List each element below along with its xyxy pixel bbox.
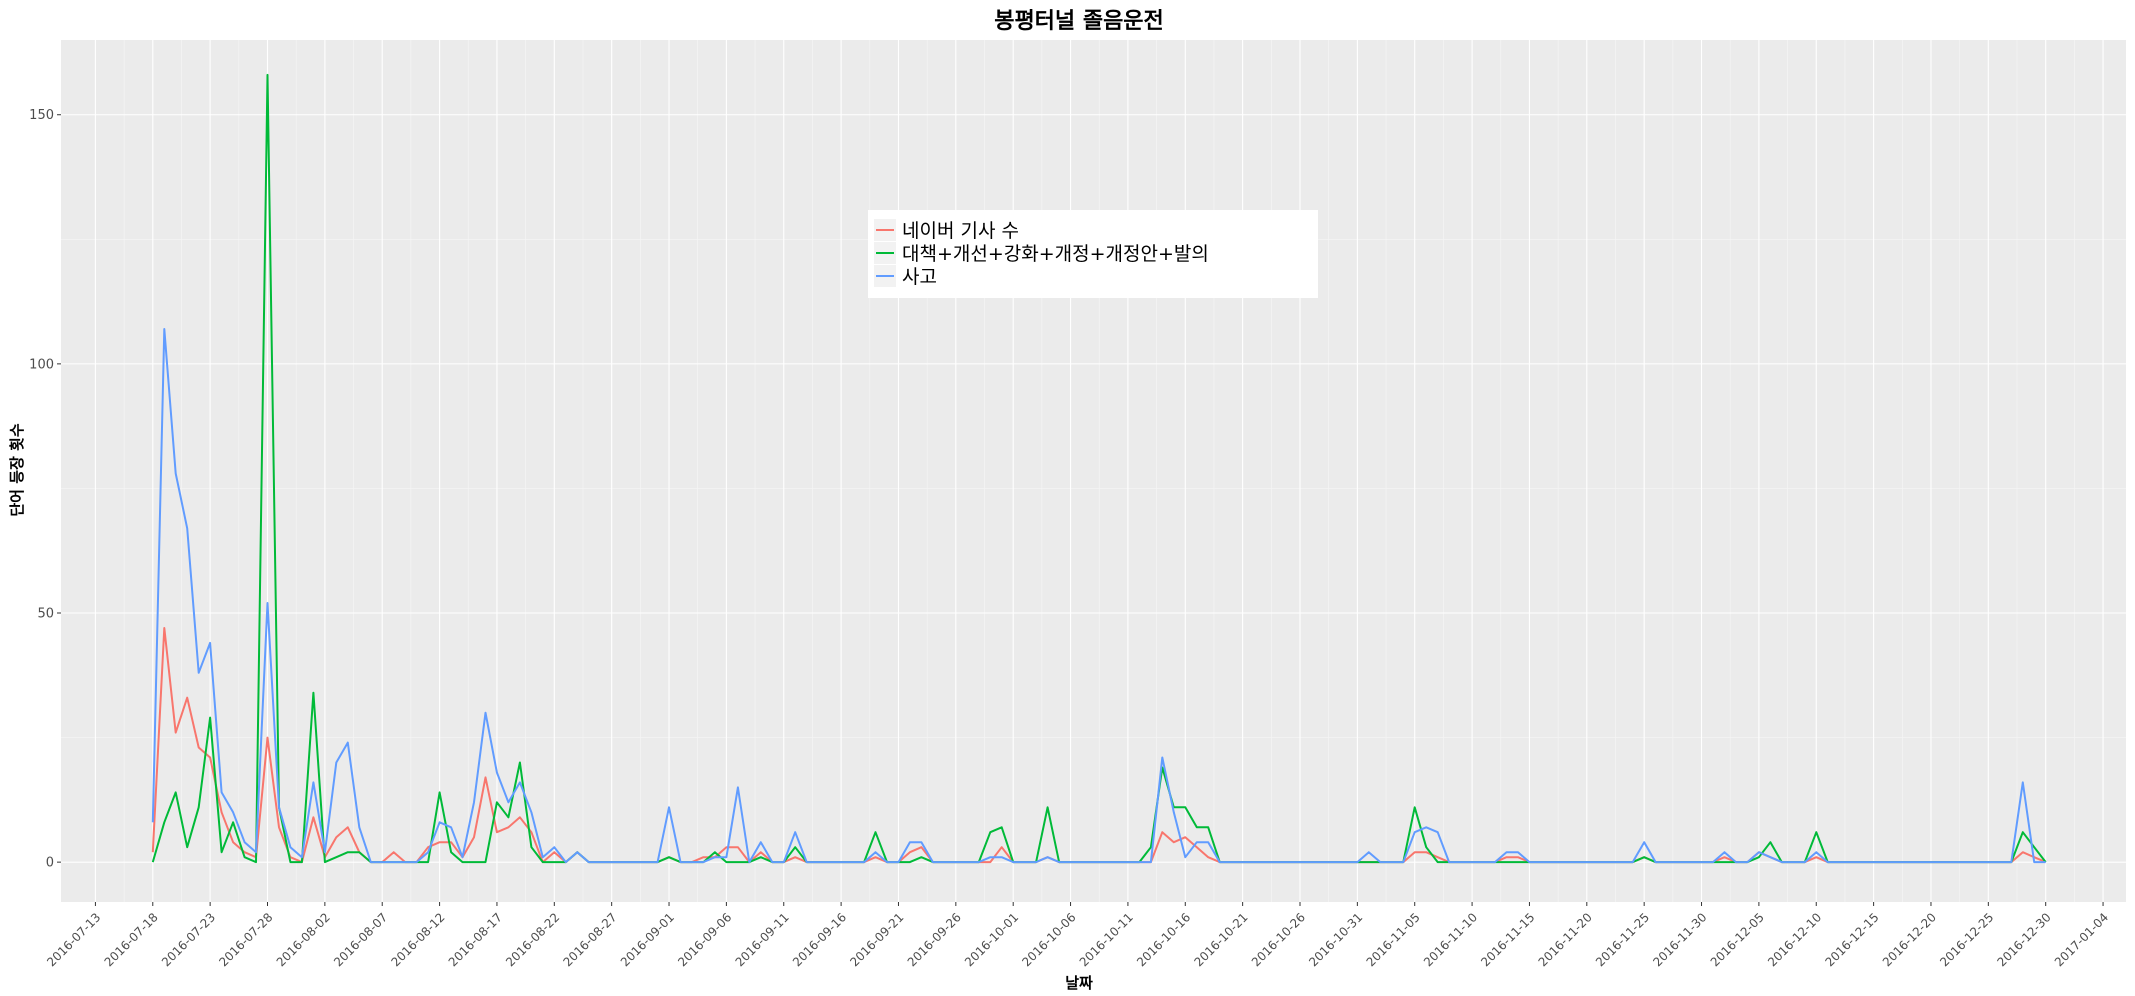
x-axis-title: 날짜	[1065, 974, 1093, 992]
y-axis-title: 단어 등장 횟수	[8, 423, 26, 516]
legend-label: 대책+개선+강화+개정+개정안+발의	[902, 243, 1209, 265]
legend-label: 네이버 기사 수	[902, 220, 1019, 242]
plot-panel	[61, 40, 2126, 902]
chart-title: 봉평터널 졸음운전	[994, 9, 1164, 34]
legend-label: 사고	[902, 266, 937, 288]
minor-grid	[61, 40, 2126, 902]
y-tick-label: 100	[29, 357, 54, 372]
y-tick-label: 50	[37, 607, 54, 622]
series-line	[151, 328, 2046, 864]
y-axis: 0 50 100 150	[29, 108, 61, 871]
y-tick-label: 0	[46, 856, 54, 871]
y-tick-label: 150	[29, 108, 54, 123]
series-lines	[151, 73, 2047, 864]
legend-box	[868, 210, 1318, 298]
